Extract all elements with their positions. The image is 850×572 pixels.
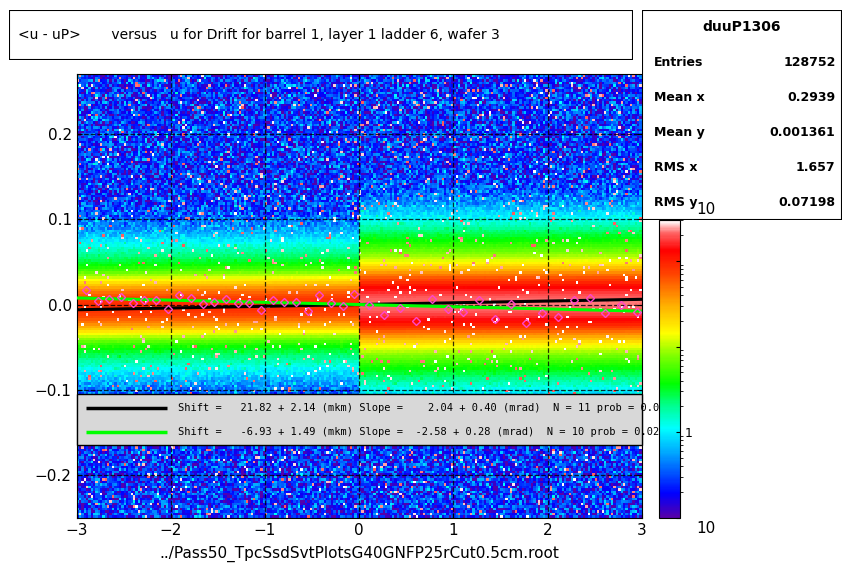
Text: 128752: 128752 — [783, 56, 836, 69]
Text: Shift =   -6.93 + 1.49 (mkm) Slope =  -2.58 + 0.28 (mrad)  N = 10 prob = 0.022: Shift = -6.93 + 1.49 (mkm) Slope = -2.58… — [178, 427, 666, 436]
Text: 0.001361: 0.001361 — [770, 126, 836, 139]
X-axis label: ../Pass50_TpcSsdSvtPlotsG40GNFP25rCut0.5cm.root: ../Pass50_TpcSsdSvtPlotsG40GNFP25rCut0.5… — [159, 546, 559, 562]
Text: 0.07198: 0.07198 — [779, 196, 836, 209]
Text: Mean y: Mean y — [654, 126, 705, 139]
Text: 10: 10 — [696, 202, 715, 217]
Text: Shift =   21.82 + 2.14 (mkm) Slope =    2.04 + 0.40 (mrad)  N = 11 prob = 0.000: Shift = 21.82 + 2.14 (mkm) Slope = 2.04 … — [178, 403, 672, 412]
Text: RMS x: RMS x — [654, 161, 697, 174]
Text: Entries: Entries — [654, 56, 703, 69]
Text: 10: 10 — [696, 521, 715, 535]
Text: duuP1306: duuP1306 — [702, 20, 781, 34]
Bar — [76, 394, 642, 445]
Text: 0.2939: 0.2939 — [787, 91, 836, 104]
Text: 1.657: 1.657 — [796, 161, 836, 174]
Text: RMS y: RMS y — [654, 196, 697, 209]
Text: Mean x: Mean x — [654, 91, 705, 104]
Text: <u - uP>       versus   u for Drift for barrel 1, layer 1 ladder 6, wafer 3: <u - uP> versus u for Drift for barrel 1… — [18, 28, 500, 42]
